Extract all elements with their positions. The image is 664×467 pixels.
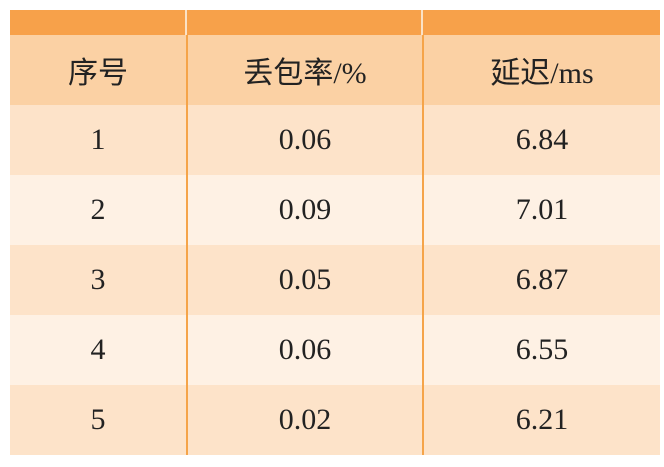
table-cell: 0.09 [186,175,422,245]
bar-segment [421,10,660,35]
table-cell: 1 [90,123,106,156]
table: 序号 丢包率/% 延迟/ms 1 0.06 6.84 2 0.09 7.01 3 0.05 6.87 4… [10,10,660,455]
table-cell: 0.06 [186,105,422,175]
table-row: 2 0.09 7.01 [10,175,660,245]
header-cell: 丢包率/% [186,35,422,105]
table-top-bar [10,10,660,35]
table-cell: 6.84 [422,105,660,175]
table-cell: 0.06 [186,315,422,385]
table-cell: 7.01 [422,175,660,245]
bar-segment [184,10,422,35]
header-cell: 序号 [68,57,128,90]
header-cell: 延迟/ms [422,35,660,105]
table-cell: 5 [90,403,106,436]
table-row: 3 0.05 6.87 [10,245,660,315]
bar-segment [10,10,185,35]
table-cell: 6.87 [422,245,660,315]
header-row: 序号 丢包率/% 延迟/ms [10,35,660,105]
table-cell: 6.21 [422,385,660,455]
table-cell: 0.05 [186,245,422,315]
table-cell: 3 [90,263,106,296]
table-cell: 0.02 [186,385,422,455]
table-cell: 2 [90,193,106,226]
table-cell: 4 [90,333,106,366]
table-row: 4 0.06 6.55 [10,315,660,385]
table-row: 1 0.06 6.84 [10,105,660,175]
table-cell: 6.55 [422,315,660,385]
table-row: 5 0.02 6.21 [10,385,660,455]
